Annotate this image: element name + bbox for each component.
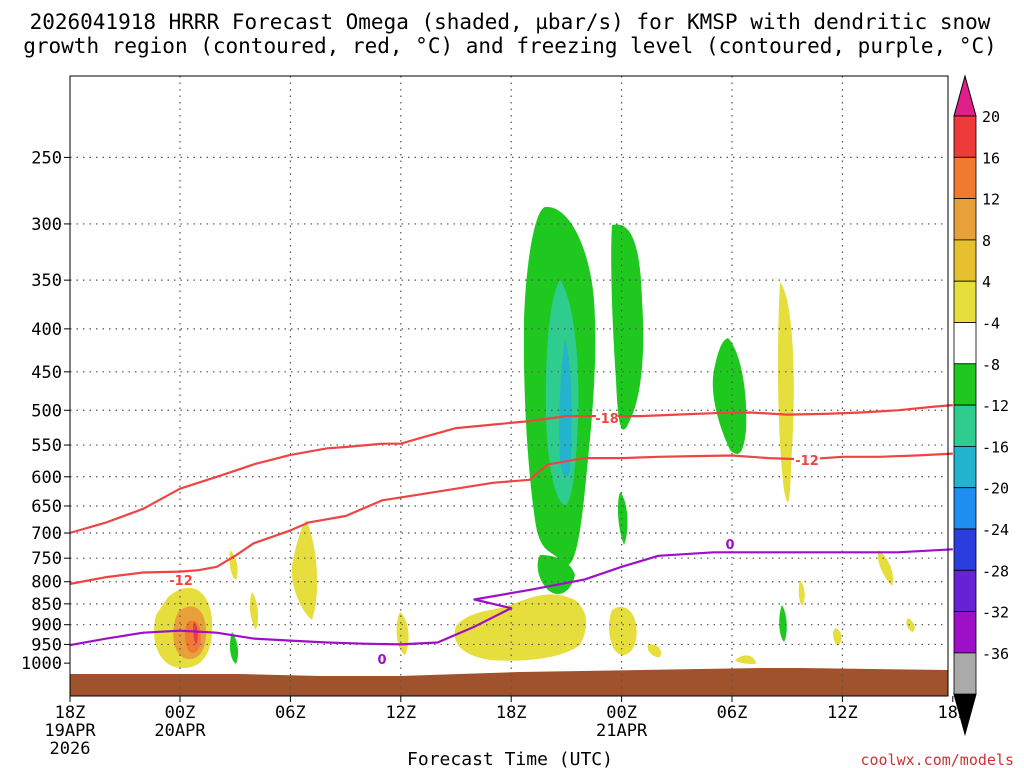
omega-negative-region — [559, 340, 572, 477]
omega-negative-region — [617, 492, 628, 545]
contour-label-minus18: -18 — [595, 412, 619, 427]
contour-label-minus12-right: -12 — [795, 454, 819, 469]
omega-positive-region — [249, 592, 259, 630]
credit-text: coolwx.com/models — [860, 751, 1014, 768]
colorbar-band — [953, 569, 977, 612]
colorbar-label: -24 — [982, 521, 1009, 539]
colorbar-band — [953, 611, 977, 654]
x-axis-title: Forecast Time (UTC) — [407, 749, 613, 768]
x-tick-date-label: 21APR — [596, 721, 648, 741]
colorbar: 20 16 12 8 4 -4 -8 -12 -16 -20 -24 -28 -32 -36 — [953, 74, 1009, 737]
colorbar-band — [953, 322, 977, 365]
colorbar-label: 8 — [982, 232, 991, 250]
y-tick-label: 350 — [31, 271, 62, 291]
y-tick-label: 500 — [31, 401, 62, 421]
omega-positive-region — [647, 644, 662, 658]
y-tick-label: 600 — [31, 468, 62, 488]
y-tick-label: 850 — [31, 595, 62, 615]
colorbar-band — [953, 115, 977, 158]
contour-label-zero-left: 0 — [377, 653, 386, 668]
y-tick-label: 650 — [31, 497, 62, 517]
colorbar-band — [953, 363, 977, 406]
y-tick-label: 400 — [31, 320, 62, 340]
chart-title-line2: growth region (contoured, red, °C) and f… — [23, 34, 997, 58]
x-tick-label: 06Z — [275, 703, 306, 723]
colorbar-label: -32 — [982, 604, 1009, 622]
colorbar-label: -8 — [982, 356, 1000, 374]
x-tick-label: 00Z — [606, 703, 637, 723]
colorbar-band — [953, 487, 977, 530]
x-tick-year-label: 2026 — [50, 739, 91, 759]
y-tick-label: 550 — [31, 436, 62, 456]
colorbar-label: 12 — [982, 191, 1000, 209]
ground-terrain — [70, 668, 948, 696]
omega-positive-region — [735, 655, 756, 664]
colorbar-label: 20 — [982, 108, 1000, 126]
contour-labels: -18 -12 -12 0 0 — [168, 411, 820, 668]
omega-positive-region — [396, 612, 409, 655]
colorbar-band — [953, 528, 977, 571]
colorbar-band — [953, 198, 977, 241]
colorbar-band — [953, 652, 977, 695]
x-tick-label: 12Z — [385, 703, 416, 723]
colorbar-band — [953, 445, 977, 489]
y-tick-label: 1000 — [21, 654, 62, 674]
omega-positive-region — [291, 520, 318, 620]
chart-title-line1: 2026041918 HRRR Forecast Omega (shaded, … — [30, 10, 991, 34]
colorbar-top-arrow — [953, 74, 977, 117]
y-axis: 2503003504004505005506006507007508008509… — [21, 148, 70, 674]
freezing-level-contour — [69, 548, 953, 647]
omega-positive-region — [798, 580, 805, 606]
dendritic-growth-contour — [69, 404, 953, 535]
colorbar-label: -36 — [982, 645, 1009, 663]
omega-positive-region — [906, 618, 915, 632]
x-tick-label: 18Z — [55, 703, 86, 723]
colorbar-label: -16 — [982, 438, 1009, 456]
colorbar-label: 16 — [982, 149, 1000, 167]
y-tick-label: 750 — [31, 549, 62, 569]
omega-positive-region — [609, 606, 637, 656]
colorbar-band — [953, 280, 977, 323]
x-tick-date-label: 19APR — [44, 721, 96, 741]
omega-shading — [154, 206, 915, 669]
y-tick-label: 800 — [31, 573, 62, 593]
omega-positive-region — [193, 622, 198, 645]
colorbar-band — [953, 404, 977, 447]
y-tick-label: 900 — [31, 616, 62, 636]
colorbar-band — [953, 156, 977, 200]
y-tick-label: 250 — [31, 148, 62, 168]
omega-negative-region — [611, 224, 644, 430]
colorbar-label: -20 — [982, 480, 1009, 498]
colorbar-label: -28 — [982, 562, 1009, 580]
omega-positive-region — [877, 550, 894, 586]
y-tick-label: 300 — [31, 215, 62, 235]
omega-negative-region — [779, 605, 787, 642]
x-tick-label: 18Z — [496, 703, 527, 723]
omega-positive-region — [454, 594, 587, 661]
dendritic-growth-contour — [69, 452, 953, 586]
x-tick-date-label: 20APR — [154, 721, 206, 741]
colorbar-label: 4 — [982, 273, 991, 291]
colorbar-label: -12 — [982, 397, 1009, 415]
contour-label-zero-right: 0 — [725, 538, 734, 553]
omega-positive-region — [777, 282, 794, 503]
contour-label-minus12-left: -12 — [169, 574, 193, 589]
colorbar-bottom-arrow — [953, 693, 977, 737]
y-tick-label: 950 — [31, 635, 62, 655]
omega-positive-region — [184, 620, 201, 653]
omega-negative-region — [537, 555, 575, 595]
y-tick-label: 700 — [31, 524, 62, 544]
y-tick-label: 450 — [31, 363, 62, 383]
omega-negative-region — [712, 338, 747, 454]
colorbar-band — [953, 239, 977, 282]
x-tick-label: 12Z — [827, 703, 858, 723]
omega-positive-region — [833, 628, 842, 646]
omega-negative-region — [229, 632, 239, 664]
x-tick-label: 06Z — [717, 703, 748, 723]
contours — [69, 404, 953, 647]
x-tick-label: 00Z — [165, 703, 196, 723]
colorbar-label: -4 — [982, 315, 1000, 333]
